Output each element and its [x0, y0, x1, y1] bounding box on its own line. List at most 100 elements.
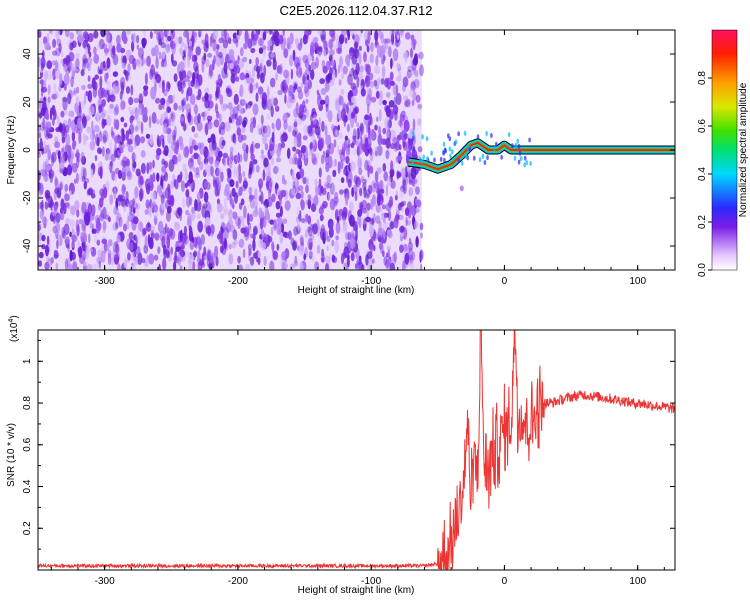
noise-blob — [75, 96, 80, 105]
noise-blob — [399, 215, 404, 221]
noise-blob — [174, 156, 178, 165]
noise-blob — [316, 95, 322, 108]
noise-blob — [167, 131, 172, 144]
colorbar-label: Normalized spectral amplitude — [738, 82, 749, 217]
artifact-dot — [507, 132, 511, 138]
noise-blob — [90, 168, 94, 178]
noise-blob — [258, 47, 264, 54]
noise-blob — [326, 245, 329, 252]
noise-blob — [69, 190, 72, 196]
noise-blob — [89, 91, 93, 104]
noise-blob — [229, 151, 234, 164]
noise-blob — [172, 129, 176, 141]
noise-blob — [81, 84, 86, 91]
noise-blob — [307, 227, 313, 238]
noise-blob — [185, 103, 192, 113]
noise-blob — [148, 176, 154, 187]
noise-blob — [137, 252, 143, 265]
noise-blob — [138, 221, 144, 232]
noise-blob — [55, 262, 58, 270]
noise-blob — [290, 68, 294, 80]
noise-blob — [403, 243, 408, 253]
noise-blob — [76, 208, 80, 218]
noise-blob — [307, 125, 313, 137]
noise-blob — [402, 178, 406, 186]
noise-blob — [108, 39, 113, 52]
noise-blob — [318, 116, 321, 129]
noise-blob — [350, 142, 355, 149]
noise-blob — [343, 188, 348, 194]
noise-blob — [120, 100, 126, 110]
artifact-dot — [483, 160, 487, 165]
noise-blob — [266, 59, 272, 67]
noise-blob — [134, 141, 137, 149]
noise-blob — [263, 204, 268, 213]
noise-blob — [301, 218, 306, 224]
noise-blob — [202, 178, 208, 190]
noise-blob — [258, 195, 262, 202]
noise-blob — [244, 31, 250, 44]
noise-blob — [182, 69, 186, 79]
noise-blob — [92, 133, 96, 146]
noise-blob — [276, 147, 281, 158]
noise-blob — [136, 117, 140, 124]
noise-blob — [136, 34, 140, 44]
noise-blob — [405, 98, 411, 107]
noise-blob — [186, 217, 192, 228]
noise-blob — [380, 31, 384, 44]
noise-blob — [213, 119, 220, 128]
noise-blob — [327, 218, 334, 230]
artifact-dot — [528, 137, 531, 143]
noise-blob — [40, 85, 44, 97]
noise-blob — [276, 223, 282, 235]
noise-blob — [352, 69, 358, 80]
noise-blob — [166, 43, 171, 51]
noise-blob — [54, 187, 59, 195]
noise-blob — [189, 145, 193, 155]
noise-blob — [221, 221, 225, 228]
noise-blob — [131, 107, 138, 114]
noise-blob — [375, 116, 379, 122]
noise-blob — [197, 142, 202, 150]
noise-blob — [175, 258, 180, 264]
noise-blob — [211, 252, 215, 265]
noise-blob — [225, 53, 230, 62]
noise-blob — [170, 140, 175, 151]
noise-blob — [40, 223, 45, 229]
noise-blob — [275, 105, 280, 112]
noise-blob — [185, 188, 190, 197]
noise-blob — [101, 238, 108, 244]
noise-blob — [349, 238, 356, 250]
noise-blob — [121, 129, 125, 142]
noise-blob — [307, 198, 312, 210]
noise-blob — [71, 131, 76, 142]
noise-blob — [288, 84, 294, 97]
noise-blob — [188, 50, 194, 57]
noise-blob — [184, 168, 188, 182]
noise-blob — [344, 135, 348, 141]
noise-blob — [292, 49, 296, 62]
noise-blob — [93, 234, 98, 243]
noise-blob — [80, 231, 85, 237]
noise-blob — [75, 148, 80, 161]
noise-blob — [206, 115, 213, 121]
noise-blob — [233, 68, 238, 82]
noise-blob — [316, 244, 321, 254]
noise-blob — [242, 56, 248, 63]
noise-blob — [396, 34, 400, 40]
artifact-dot — [451, 149, 454, 155]
noise-blob — [111, 131, 116, 140]
noise-blob — [268, 187, 271, 199]
noise-blob — [403, 95, 409, 101]
noise-blob — [150, 191, 156, 202]
noise-blob — [395, 84, 399, 95]
noise-blob — [132, 216, 139, 225]
noise-blob — [405, 216, 408, 227]
noise-blob — [234, 112, 238, 121]
noise-blob — [381, 138, 387, 145]
signal-track-core — [408, 141, 675, 171]
noise-blob — [198, 31, 202, 38]
artifact-dot — [493, 145, 496, 151]
noise-blob — [294, 255, 298, 264]
noise-blob — [266, 181, 270, 191]
